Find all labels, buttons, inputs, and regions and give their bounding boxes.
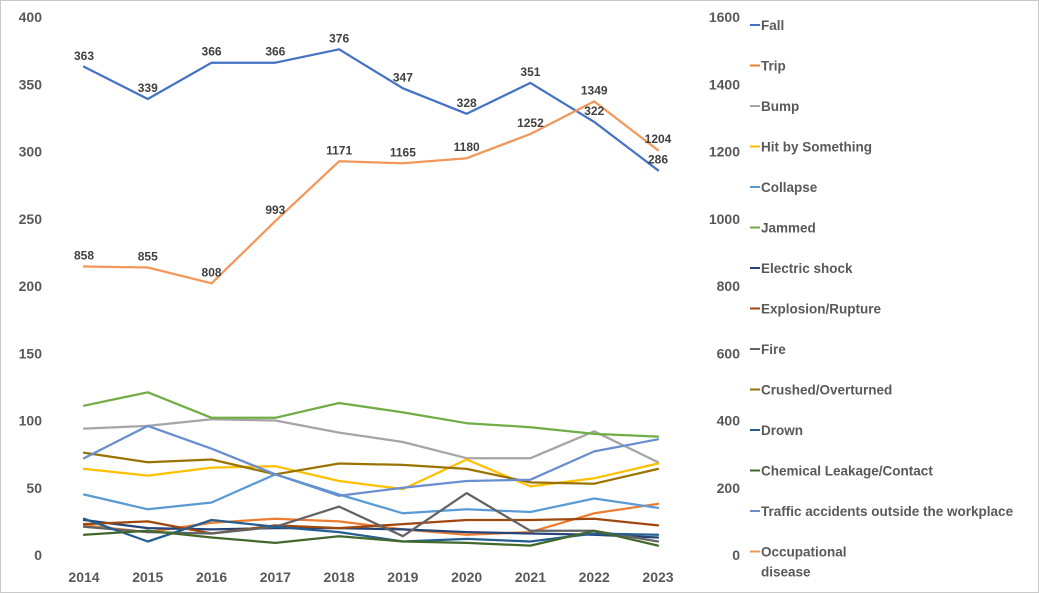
series-line-crushed-overturned [82, 451, 660, 485]
right-tick-label: 1200 [709, 144, 740, 160]
legend-label: Traffic accidents outside the workplace [761, 504, 1014, 519]
left-tick-label: 300 [19, 144, 43, 160]
legend-label: Fire [761, 342, 786, 357]
x-axis: 2014 2015 2016 2017 2018 2019 2020 2021 2022 2023 [68, 569, 673, 585]
legend-label: Crushed/Overturned [761, 383, 892, 398]
legend-label: Collapse [761, 180, 818, 195]
legend-label-line2: disease [761, 565, 811, 580]
left-tick-label: 50 [26, 480, 42, 496]
data-label: 808 [202, 265, 222, 279]
data-label: 1252 [517, 116, 544, 130]
left-tick-label: 100 [19, 413, 43, 429]
left-axis: 0 50 100 150 200 250 300 350 400 [19, 9, 43, 563]
data-label: 1349 [581, 83, 608, 97]
left-tick-label: 150 [19, 345, 43, 361]
right-tick-label: 200 [717, 480, 741, 496]
legend-item-drown: Drown [750, 423, 803, 438]
series-line-traffic-accidents-outside-the-workplace [82, 424, 660, 497]
data-label: 347 [393, 70, 413, 84]
data-label: 366 [265, 45, 285, 59]
data-label: 858 [74, 248, 94, 262]
x-tick-label: 2022 [579, 569, 610, 585]
legend-item-crushed-overturned: Crushed/Overturned [750, 383, 892, 398]
x-tick-label: 2017 [260, 569, 291, 585]
legend-label: Explosion/Rupture [761, 302, 881, 317]
data-label: 376 [329, 31, 349, 45]
right-tick-label: 400 [717, 413, 741, 429]
series-line-bump [82, 418, 660, 464]
series-line-chemical-leakage-contact [82, 529, 660, 547]
legend-item-occupational: Occupational disease [750, 545, 847, 580]
series-line-explosion-rupture [82, 517, 660, 535]
data-labels: 363 339 366 366 376 347 328 351 322 286 858 855 808 9… [74, 31, 672, 279]
left-tick-label: 400 [19, 9, 43, 25]
series-line-collapse [82, 473, 660, 515]
data-label: 1204 [645, 132, 672, 146]
left-tick-label: 350 [19, 76, 43, 92]
data-label: 993 [265, 203, 285, 217]
x-tick-label: 2015 [132, 569, 163, 585]
series-line-occupational-disease [82, 100, 660, 285]
legend-label: Drown [761, 423, 803, 438]
series-line-fall [82, 48, 660, 172]
data-label: 1171 [326, 143, 352, 157]
right-tick-label: 1600 [709, 9, 740, 25]
data-label: 1165 [390, 145, 416, 159]
legend-label: Hit by Something [761, 140, 872, 155]
left-tick-label: 200 [19, 278, 43, 294]
data-label: 328 [457, 96, 477, 110]
legend-label: Occupational [761, 545, 847, 560]
left-tick-label: 250 [19, 211, 43, 227]
data-label: 363 [74, 49, 94, 63]
data-label: 286 [648, 152, 668, 166]
legend-label: Bump [761, 99, 799, 114]
legend-label: Trip [761, 59, 786, 74]
series-line-jammed [82, 391, 660, 438]
data-label: 366 [202, 45, 222, 59]
series-lines [82, 48, 660, 547]
legend-item-collapse: Collapse [750, 180, 818, 195]
right-tick-label: 600 [717, 345, 741, 361]
x-tick-label: 2020 [451, 569, 482, 585]
x-tick-label: 2023 [642, 569, 673, 585]
left-tick-label: 0 [34, 547, 42, 563]
data-label: 339 [138, 81, 158, 95]
legend-item-fall: Fall [750, 18, 784, 33]
x-tick-label: 2018 [324, 569, 355, 585]
legend-label: Electric shock [761, 261, 853, 276]
legend-item-electric-shock: Electric shock [750, 261, 853, 276]
right-axis: 0 200 400 600 800 1000 1200 1400 1600 [709, 9, 740, 563]
legend-item-trip: Trip [750, 59, 786, 74]
right-tick-label: 1000 [709, 211, 740, 227]
legend-label: Chemical Leakage/Contact [761, 464, 933, 479]
legend-item-chemical-leakage-contact: Chemical Leakage/Contact [750, 464, 933, 479]
data-label: 1180 [454, 140, 480, 154]
x-tick-label: 2021 [515, 569, 546, 585]
x-tick-label: 2016 [196, 569, 227, 585]
series-line-electric-shock [82, 518, 660, 539]
right-tick-label: 0 [732, 547, 740, 563]
legend-label: Jammed [761, 221, 816, 236]
legend-item-explosion-rupture: Explosion/Rupture [750, 302, 881, 317]
legend-item-fire: Fire [750, 342, 786, 357]
data-label: 351 [520, 65, 540, 79]
legend-item-hit-by-something: Hit by Something [750, 140, 872, 155]
legend-item-traffic-accidents-outside-the-workplace: Traffic accidents outside the workplace [750, 504, 1014, 519]
legend-label: Fall [761, 18, 784, 33]
right-tick-label: 800 [717, 278, 741, 294]
x-tick-label: 2014 [68, 569, 99, 585]
x-tick-label: 2019 [387, 569, 418, 585]
legend-item-jammed: Jammed [750, 221, 816, 236]
data-label: 322 [584, 104, 604, 118]
right-tick-label: 1400 [709, 76, 740, 92]
legend-item-bump: Bump [750, 99, 799, 114]
series-line-fire [82, 491, 660, 543]
data-label: 855 [138, 250, 158, 264]
legend: Fall Trip Bump Hit by Something Collapse Jamm… [750, 18, 1014, 580]
